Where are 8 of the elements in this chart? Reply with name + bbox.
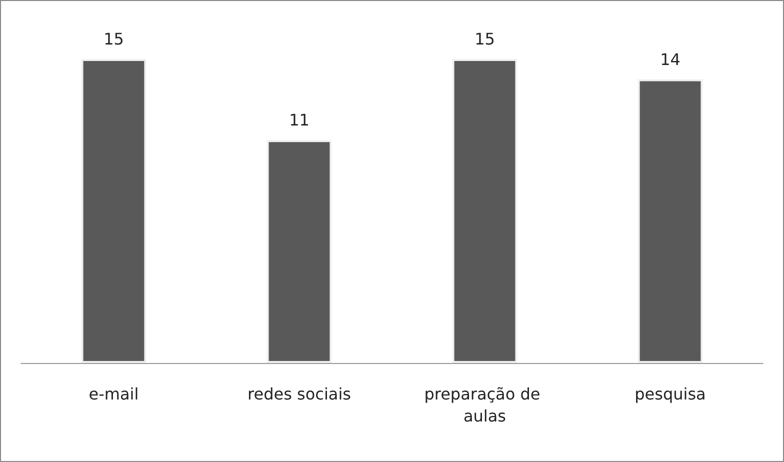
data-label: 11 [289, 110, 310, 130]
data-label: 15 [104, 30, 124, 48]
data-label: 15 [474, 30, 495, 48]
x-tick-label: preparação de aulas [424, 384, 546, 426]
x-tick-label: redes sociais [248, 384, 351, 404]
x-tick-label: e-mail [88, 384, 139, 404]
x-tick-label: pesquisa [634, 384, 706, 404]
data-label: 14 [660, 50, 680, 69]
